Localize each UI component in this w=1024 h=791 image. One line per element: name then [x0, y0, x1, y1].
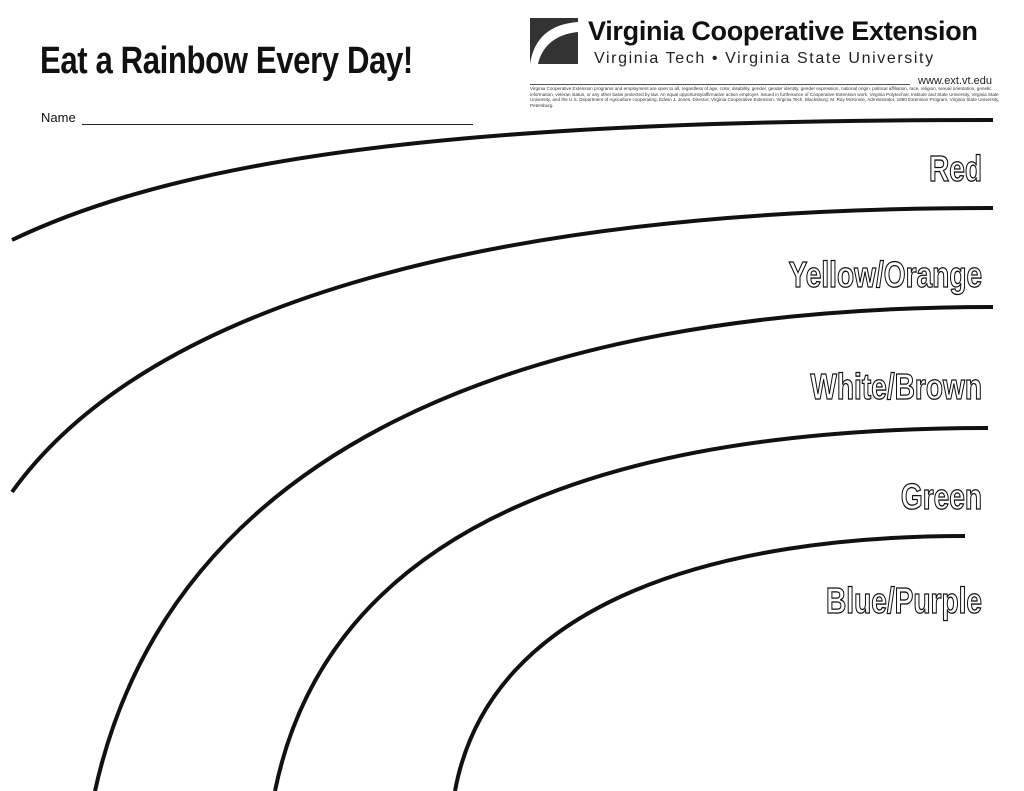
disclaimer-text: Virginia Cooperative Extension programs … — [530, 86, 1000, 108]
band-label-green: Green — [900, 475, 982, 517]
arc-2 — [10, 206, 994, 494]
band-label-yellow-orange: Yellow/Orange — [788, 253, 983, 295]
band-label-blue-purple: Blue/Purple — [825, 579, 982, 621]
organization-url: www.ext.vt.edu — [918, 75, 992, 87]
arc-4 — [273, 426, 989, 791]
band-label-red: Red — [928, 147, 982, 189]
organization-subtitle: Virginia Tech • Virginia State Universit… — [594, 50, 935, 67]
name-label: Name — [41, 110, 76, 125]
arc-3 — [93, 305, 994, 791]
worksheet-title: Eat a Rainbow Every Day! — [40, 40, 413, 82]
band-label-white-brown: White/Brown — [810, 365, 983, 407]
name-field-line[interactable] — [82, 124, 473, 125]
header-rule — [530, 84, 910, 85]
arc-1 — [11, 118, 994, 242]
vce-logo-icon — [530, 18, 578, 64]
organization-name: Virginia Cooperative Extension — [588, 16, 978, 46]
arc-5 — [453, 534, 966, 791]
